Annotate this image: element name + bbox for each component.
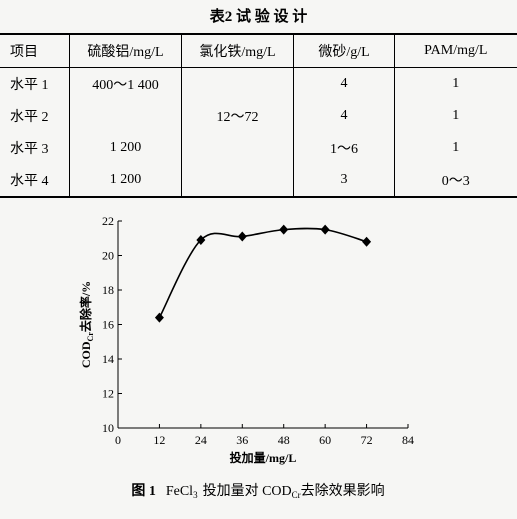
table-cell: 1～6 [293,132,395,164]
y-tick-label: 16 [102,318,114,332]
caption-b-sub: Cr [292,490,301,500]
x-tick-label: 36 [236,433,248,447]
header-cell: 微砂/g/L [293,34,395,68]
table-cell: 水平 3 [10,142,49,157]
table-cell: 水平 1 [10,78,49,93]
table-cell [180,67,294,100]
table-cell [69,100,182,132]
table-cell: 1 [393,100,517,132]
y-tick-label: 22 [102,214,114,228]
caption-a-sub: 3 [193,490,198,500]
point [154,312,164,323]
table-cell [180,132,294,164]
x-axis-label: 投加量/mg/L [230,450,297,465]
x-tick-label: 72 [361,433,373,447]
y-tick-label: 14 [102,352,114,366]
x-tick-label: 12 [153,433,165,447]
x-tick-label: 84 [402,433,414,447]
caption-b: 投加量对 COD [203,483,292,499]
point [196,234,206,245]
y-label-rest: 去除率/% [78,281,93,332]
caption: 图 1 FeCl3 投加量对 CODCr去除效果影响 [131,483,384,500]
header-cell: PAM/mg/L [393,34,517,68]
chart: 10 12 14 16 18 20 22 0 12 24 36 48 60 72 84 投加量/mg/L COD… [78,214,414,500]
table-cell: 1 200 [69,132,182,164]
table-row: 水平 2 12～72 4 1 [0,100,517,132]
x-tick-label: 0 [115,433,121,447]
table-cell: 水平 2 [10,110,49,125]
table-row: 水平 1 400～1 400 4 1 [0,67,517,100]
caption-figure: 图 1 [131,483,156,499]
x-tick-label: 48 [278,433,290,447]
y-label-sub: Cr [86,332,95,342]
table-cell: 12～72 [180,100,294,132]
line [158,227,367,318]
table-row: 水平 4 1 200 3 0～3 [0,164,517,197]
y-tick-label: 10 [102,421,114,435]
table-cell: 1 [393,132,517,164]
table-cell [180,164,294,197]
table-cell: 3 [293,164,395,197]
header-cell: 项目 [0,34,70,68]
table-title: 表2 试 验 设 计 [209,9,308,25]
y-label-main: COD [79,341,93,368]
y-tick-label: 12 [102,387,114,401]
table-cell: 4 [293,67,395,100]
design-table: 项目 硫酸铝/mg/L 氯化铁/mg/L 微砂/g/L PAM/mg/L 水平 1 400～… [0,33,517,198]
y-axis-label: CODCr去除率/% [78,281,95,368]
table-cell: 1 200 [69,164,182,197]
caption-c: 去除效果影响 [301,483,385,499]
x-tick-label: 24 [195,433,207,447]
table-row: 水平 3 1 200 1～6 1 [0,132,517,164]
point [362,236,372,247]
table-cell: 400～1 400 [69,67,182,100]
x-tick-label: 60 [319,433,331,447]
caption-a: FeCl [166,484,193,499]
point [237,231,247,242]
header-cell: 硫酸铝/mg/L [69,34,182,68]
table-cell: 4 [293,100,395,132]
table-cell: 1 [393,67,517,100]
table-cell: 0～3 [393,164,517,197]
y-tick-label: 18 [102,283,114,297]
point [279,224,289,235]
header-cell: 氯化铁/mg/L [180,34,294,68]
point [320,224,330,235]
y-tick-label: 20 [102,249,114,263]
table-cell: 水平 4 [10,174,49,189]
